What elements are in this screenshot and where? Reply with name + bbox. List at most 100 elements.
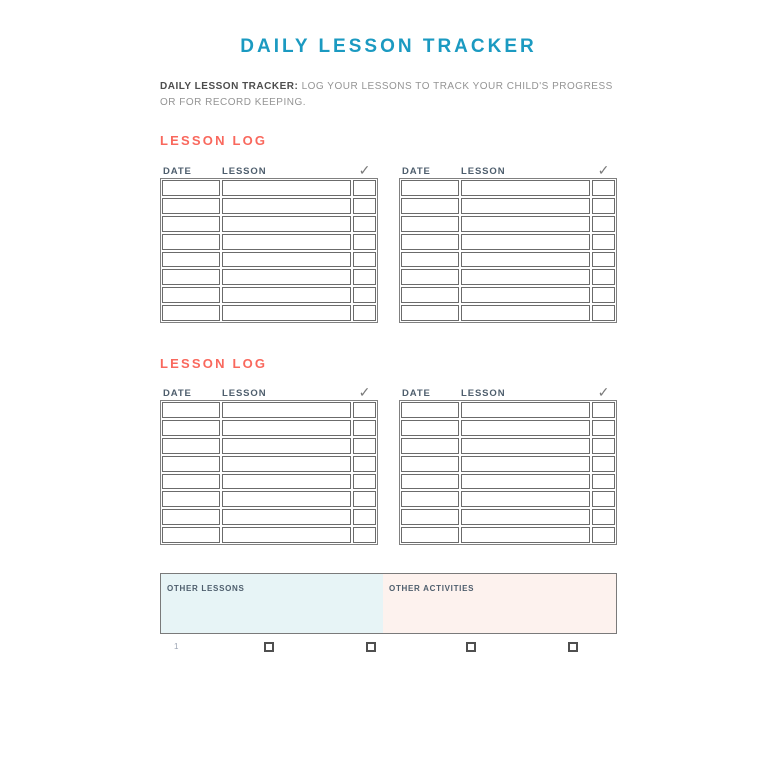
lesson-log-tables-row-2: DATE LESSON ✓ DATE LESSON ✓ xyxy=(160,383,617,545)
table-row xyxy=(401,287,615,304)
column-header-lesson: LESSON xyxy=(222,388,267,399)
table-row xyxy=(162,251,376,268)
check-cell xyxy=(592,509,615,526)
check-cell xyxy=(353,233,376,250)
check-cell xyxy=(592,419,615,436)
lesson-cell xyxy=(222,215,351,232)
lesson-cell xyxy=(461,437,590,454)
lesson-cell xyxy=(222,527,351,543)
table-row xyxy=(401,197,615,214)
table-row xyxy=(162,305,376,321)
table-header-row: DATE LESSON ✓ xyxy=(399,161,617,177)
lesson-cell xyxy=(222,233,351,250)
column-header-date: DATE xyxy=(163,166,192,177)
date-cell xyxy=(162,437,220,454)
footer-checkbox-icon xyxy=(466,642,476,652)
lesson-cell xyxy=(222,473,351,490)
table-row xyxy=(401,437,615,454)
table-row xyxy=(401,251,615,268)
check-cell xyxy=(592,180,615,196)
date-cell xyxy=(401,197,459,214)
table-row xyxy=(162,419,376,436)
lesson-log-table: DATE LESSON ✓ xyxy=(160,383,378,545)
table-row xyxy=(401,215,615,232)
column-header-date: DATE xyxy=(163,388,192,399)
other-activities-label: OTHER ACTIVITIES xyxy=(389,584,475,593)
check-cell xyxy=(592,215,615,232)
lesson-cell xyxy=(222,437,351,454)
date-cell xyxy=(162,287,220,304)
lesson-cell xyxy=(222,197,351,214)
lesson-cell xyxy=(222,402,351,418)
check-cell xyxy=(592,491,615,508)
date-cell xyxy=(401,180,459,196)
date-cell xyxy=(401,269,459,286)
date-cell xyxy=(162,509,220,526)
lesson-cell xyxy=(461,509,590,526)
lesson-cell xyxy=(461,251,590,268)
footer-checkbox-icon xyxy=(264,642,274,652)
other-lessons-area: OTHER LESSONS xyxy=(161,574,384,633)
lesson-cell xyxy=(461,473,590,490)
lesson-cell xyxy=(222,287,351,304)
date-cell xyxy=(401,305,459,321)
table-row xyxy=(162,215,376,232)
date-cell xyxy=(162,180,220,196)
table-row xyxy=(401,180,615,196)
check-cell xyxy=(592,197,615,214)
date-cell xyxy=(162,473,220,490)
lesson-log-tables-row-1: DATE LESSON ✓ DATE LESSON ✓ xyxy=(160,161,617,323)
table-row xyxy=(162,180,376,196)
date-cell xyxy=(162,455,220,472)
date-cell xyxy=(162,305,220,321)
table-row xyxy=(162,437,376,454)
date-cell xyxy=(401,251,459,268)
date-cell xyxy=(162,251,220,268)
intro-paragraph: DAILY LESSON TRACKER: LOG YOUR LESSONS T… xyxy=(160,79,617,111)
table-row xyxy=(162,455,376,472)
date-cell xyxy=(401,402,459,418)
table-row xyxy=(162,269,376,286)
lesson-log-heading-1: LESSON LOG xyxy=(160,133,268,148)
lesson-cell xyxy=(461,402,590,418)
lesson-cell xyxy=(461,491,590,508)
table-row xyxy=(401,527,615,543)
column-header-lesson: LESSON xyxy=(461,388,506,399)
check-cell xyxy=(592,402,615,418)
check-cell xyxy=(592,527,615,543)
check-cell xyxy=(592,305,615,321)
check-icon: ✓ xyxy=(358,384,372,400)
check-cell xyxy=(353,473,376,490)
check-cell xyxy=(592,287,615,304)
check-icon: ✓ xyxy=(597,384,611,400)
other-lessons-label: OTHER LESSONS xyxy=(167,584,245,593)
check-cell xyxy=(353,527,376,543)
date-cell xyxy=(401,491,459,508)
table-header-row: DATE LESSON ✓ xyxy=(399,383,617,399)
lesson-cell xyxy=(222,269,351,286)
date-cell xyxy=(162,215,220,232)
lesson-cell xyxy=(222,419,351,436)
table-row xyxy=(162,233,376,250)
check-cell xyxy=(353,215,376,232)
lesson-table-grid xyxy=(160,178,378,323)
column-header-date: DATE xyxy=(402,166,431,177)
check-cell xyxy=(353,251,376,268)
lesson-cell xyxy=(222,491,351,508)
table-row xyxy=(401,305,615,321)
date-cell xyxy=(401,437,459,454)
lesson-cell xyxy=(461,233,590,250)
check-cell xyxy=(353,509,376,526)
footer-checkbox-icon xyxy=(366,642,376,652)
table-row xyxy=(162,473,376,490)
table-row xyxy=(401,509,615,526)
date-cell xyxy=(401,455,459,472)
check-icon: ✓ xyxy=(358,162,372,178)
check-cell xyxy=(592,233,615,250)
check-cell xyxy=(592,455,615,472)
lesson-cell xyxy=(222,180,351,196)
date-cell xyxy=(401,473,459,490)
intro-lead-text: DAILY LESSON TRACKER: xyxy=(160,81,299,92)
lesson-log-table: DATE LESSON ✓ xyxy=(399,161,617,323)
lesson-table-grid xyxy=(160,400,378,545)
